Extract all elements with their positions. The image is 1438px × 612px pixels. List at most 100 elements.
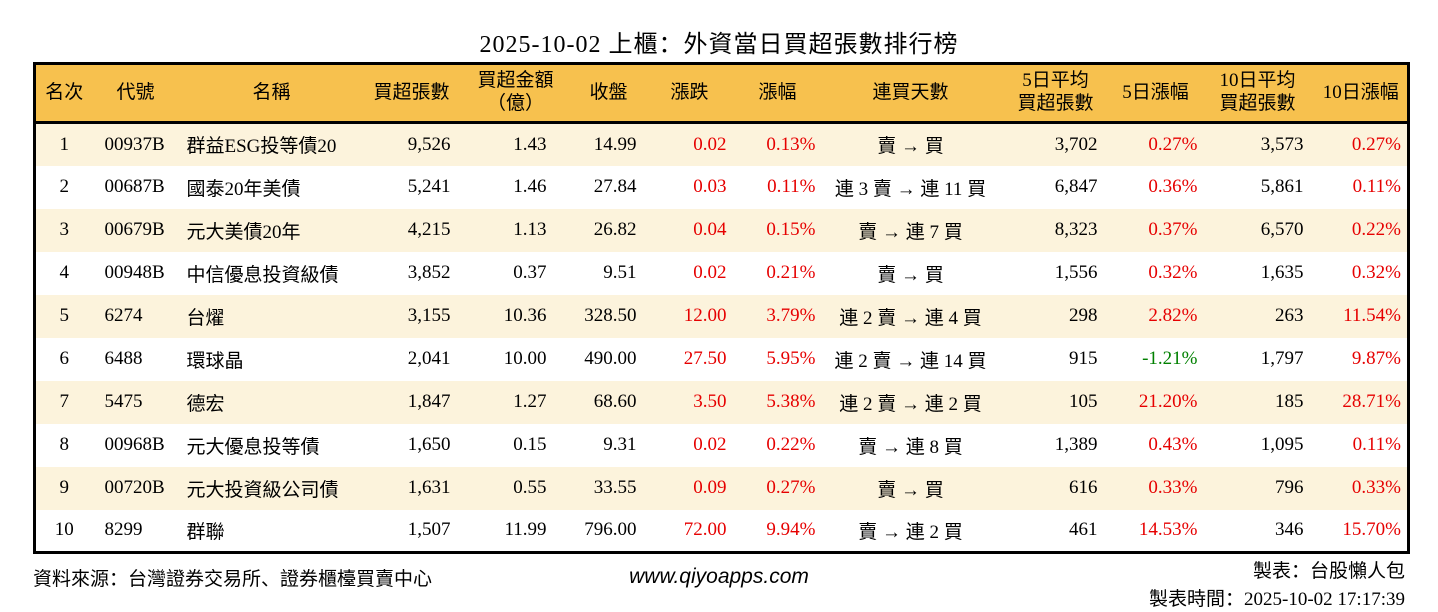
cell-change_pct: 0.27% bbox=[766, 477, 816, 498]
cell-close: 490.00 bbox=[584, 348, 637, 369]
cell-name: 國泰20年美債 bbox=[186, 178, 301, 200]
cell-name: 元大美債20年 bbox=[186, 221, 301, 243]
table-row: 1 00937B 群益ESG投等債20 9,526 1.43 14.99 0.02 0.13%… bbox=[34, 122, 1409, 166]
column-header-code: 代號 bbox=[92, 63, 179, 124]
report-maker-note: 製表：台股懶人包 bbox=[1252, 561, 1405, 582]
ranking-table-container: 名次 代號 名稱 買超張數 買超金額 （億） 收盤 漲跌 漲幅 連買天數 5日平均 買超張數 5日漲… bbox=[33, 62, 1410, 554]
cell-avg10: 1,095 bbox=[1260, 434, 1304, 455]
cell-streak: 賣 → 連 2 買 bbox=[858, 521, 963, 543]
cell-avg5: 105 bbox=[1069, 391, 1098, 412]
cell-amount: 0.15 bbox=[513, 434, 547, 455]
cell-close: 14.99 bbox=[593, 133, 637, 155]
cell-change_pct: 0.11% bbox=[767, 176, 816, 197]
cell-pct5: 0.32% bbox=[1148, 262, 1198, 283]
cell-pct5: 0.27% bbox=[1148, 133, 1198, 155]
cell-streak: 賣 → 買 bbox=[877, 264, 944, 286]
cell-amount: 1.27 bbox=[513, 391, 547, 412]
cell-close: 27.84 bbox=[593, 176, 637, 197]
cell-close: 9.51 bbox=[603, 262, 637, 283]
cell-streak: 連 3 賣 → 連 11 買 bbox=[834, 178, 987, 200]
website-text: www.qiyoapps.com bbox=[629, 565, 809, 588]
table-row: 9 00720B 元大投資級公司債 1,631 0.55 33.55 0.09 0.27% 賣 … bbox=[34, 466, 1409, 510]
cell-streak: 賣 → 買 bbox=[877, 479, 944, 501]
column-header-streak: 連買天數 bbox=[820, 63, 1001, 124]
cell-volume: 3,155 bbox=[407, 305, 451, 326]
column-header-name: 名稱 bbox=[178, 63, 365, 124]
cell-change_pct: 0.22% bbox=[766, 434, 816, 455]
table-row: 6 6488 環球晶 2,041 10.00 490.00 27.50 5.95% 連 2 賣 … bbox=[35, 338, 1409, 381]
cell-close: 26.82 bbox=[593, 219, 637, 240]
cell-change_pct: 5.38% bbox=[766, 391, 816, 412]
cell-close: 9.31 bbox=[603, 434, 637, 455]
ranking-table: 名次 代號 名稱 買超張數 買超金額 （億） 收盤 漲跌 漲幅 連買天數 5日平均 買超張數 5日漲… bbox=[33, 62, 1410, 554]
cell-pct10: 0.11% bbox=[1352, 176, 1401, 197]
cell-change: 0.03 bbox=[693, 176, 727, 197]
cell-change: 0.09 bbox=[693, 477, 727, 498]
cell-rank: 1 bbox=[59, 133, 70, 155]
cell-change: 72.00 bbox=[683, 519, 727, 541]
cell-code: 00948B bbox=[104, 262, 165, 283]
cell-change_pct: 5.95% bbox=[766, 348, 816, 369]
table-row: 5 6274 台燿 3,155 10.36 328.50 12.00 3.79% 連 2 賣 →… bbox=[34, 294, 1409, 338]
cell-streak: 賣 → 連 8 買 bbox=[858, 436, 963, 458]
cell-close: 328.50 bbox=[584, 305, 637, 326]
cell-pct5: 0.43% bbox=[1148, 434, 1198, 455]
cell-avg10: 1,635 bbox=[1260, 262, 1304, 283]
cell-pct10: 0.27% bbox=[1351, 133, 1401, 155]
cell-code: 00720B bbox=[104, 477, 165, 498]
column-header-rank: 名次 bbox=[34, 63, 93, 124]
cell-name: 元大優息投等債 bbox=[186, 436, 320, 458]
cell-pct10: 0.11% bbox=[1352, 434, 1401, 455]
cell-avg5: 1,556 bbox=[1054, 262, 1098, 283]
cell-name: 群聯 bbox=[186, 521, 225, 543]
cell-pct10: 0.32% bbox=[1351, 262, 1401, 283]
table-body: 1 00937B 群益ESG投等債20 9,526 1.43 14.99 0.02 0.13%… bbox=[34, 122, 1409, 553]
cell-change: 0.02 bbox=[693, 434, 727, 455]
cell-streak: 連 2 賣 → 連 4 買 bbox=[839, 307, 982, 329]
cell-volume: 1,650 bbox=[407, 434, 451, 455]
cell-rank: 3 bbox=[59, 219, 70, 240]
cell-streak: 賣 → 連 7 買 bbox=[858, 221, 963, 243]
cell-volume: 1,847 bbox=[407, 391, 451, 412]
cell-pct5: 0.33% bbox=[1148, 477, 1198, 498]
cell-change_pct: 0.13% bbox=[766, 133, 816, 155]
cell-close: 33.55 bbox=[593, 477, 637, 498]
cell-avg5: 616 bbox=[1069, 477, 1098, 498]
report-timestamp: 製表時間：2025-10-02 17:17:39 bbox=[1149, 589, 1405, 610]
cell-volume: 1,631 bbox=[407, 477, 451, 498]
table-header-row: 名次 代號 名稱 買超張數 買超金額 （億） 收盤 漲跌 漲幅 連買天數 5日平均 買超張數 5日漲… bbox=[34, 63, 1409, 124]
cell-pct5: 14.53% bbox=[1138, 519, 1198, 541]
column-header-pct5: 5日漲幅 bbox=[1110, 63, 1201, 124]
table-row: 8 00968B 元大優息投等債 1,650 0.15 9.31 0.02 0.22% 賣 → … bbox=[35, 424, 1409, 467]
column-header-volume: 買超張數 bbox=[364, 63, 459, 124]
table-row: 2 00687B 國泰20年美債 5,241 1.46 27.84 0.03 0.11% 連 3… bbox=[35, 166, 1409, 209]
cell-avg5: 298 bbox=[1069, 305, 1098, 326]
cell-pct10: 28.71% bbox=[1342, 391, 1401, 412]
data-source-note: 資料來源：台灣證券交易所、證券櫃檯買賣中心 bbox=[33, 569, 433, 590]
cell-close: 796.00 bbox=[584, 519, 637, 541]
cell-amount: 1.43 bbox=[513, 133, 547, 155]
cell-name: 群益ESG投等債20 bbox=[186, 136, 337, 158]
table-header: 名次 代號 名稱 買超張數 買超金額 （億） 收盤 漲跌 漲幅 連買天數 5日平均 買超張數 5日漲… bbox=[34, 63, 1409, 124]
cell-amount: 11.99 bbox=[504, 519, 547, 541]
column-header-change: 漲跌 bbox=[644, 63, 735, 124]
cell-code: 00679B bbox=[104, 219, 165, 240]
column-header-avg5: 5日平均 買超張數 bbox=[1000, 63, 1111, 124]
cell-amount: 0.37 bbox=[513, 262, 547, 283]
cell-change: 12.00 bbox=[683, 305, 727, 326]
cell-code: 5475 bbox=[104, 391, 143, 412]
cell-name: 元大投資級公司債 bbox=[186, 479, 339, 501]
cell-avg5: 1,389 bbox=[1054, 434, 1098, 455]
column-header-amount: 買超金額 （億） bbox=[458, 63, 573, 124]
cell-avg5: 3,702 bbox=[1054, 133, 1098, 155]
cell-rank: 4 bbox=[59, 262, 70, 283]
cell-rank: 10 bbox=[54, 519, 74, 541]
cell-pct10: 15.70% bbox=[1342, 519, 1401, 541]
cell-pct10: 9.87% bbox=[1351, 348, 1401, 369]
cell-amount: 1.13 bbox=[513, 219, 547, 240]
cell-change: 0.04 bbox=[693, 219, 727, 240]
table-row: 3 00679B 元大美債20年 4,215 1.13 26.82 0.04 0.15% 賣 →… bbox=[34, 208, 1409, 252]
cell-avg10: 3,573 bbox=[1260, 133, 1304, 155]
cell-amount: 10.36 bbox=[503, 305, 547, 326]
cell-name: 中信優息投資級債 bbox=[186, 264, 339, 286]
